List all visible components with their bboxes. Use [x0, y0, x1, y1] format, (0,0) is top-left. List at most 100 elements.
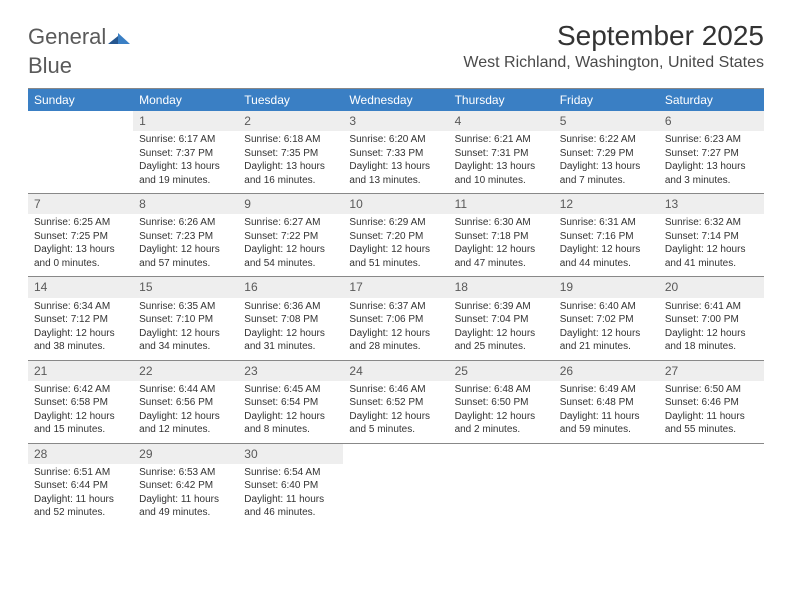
- sunset-line: Sunset: 7:20 PM: [349, 230, 442, 244]
- date-number: 1: [133, 111, 238, 131]
- sunrise-line: Sunrise: 6:32 AM: [665, 216, 758, 230]
- date-number: 16: [238, 277, 343, 297]
- cell-body: Sunrise: 6:41 AMSunset: 7:00 PMDaylight:…: [659, 300, 764, 354]
- daylight-line: Daylight: 13 hours and 7 minutes.: [560, 160, 653, 187]
- daylight-line: Daylight: 13 hours and 19 minutes.: [139, 160, 232, 187]
- calendar-cell: 18Sunrise: 6:39 AMSunset: 7:04 PMDayligh…: [449, 277, 554, 359]
- sunrise-line: Sunrise: 6:41 AM: [665, 300, 758, 314]
- daylight-line: Daylight: 13 hours and 16 minutes.: [244, 160, 337, 187]
- sunset-line: Sunset: 7:00 PM: [665, 313, 758, 327]
- daylight-line: Daylight: 13 hours and 0 minutes.: [34, 243, 127, 270]
- sunrise-line: Sunrise: 6:51 AM: [34, 466, 127, 480]
- week-row: 21Sunrise: 6:42 AMSunset: 6:58 PMDayligh…: [28, 361, 764, 444]
- daylight-line: Daylight: 12 hours and 25 minutes.: [455, 327, 548, 354]
- date-number: 10: [343, 194, 448, 214]
- cell-body: Sunrise: 6:46 AMSunset: 6:52 PMDaylight:…: [343, 383, 448, 437]
- day-header-sat: Saturday: [659, 89, 764, 111]
- sunset-line: Sunset: 6:44 PM: [34, 479, 127, 493]
- sunset-line: Sunset: 6:56 PM: [139, 396, 232, 410]
- calendar-cell: [449, 444, 554, 526]
- cell-body: Sunrise: 6:32 AMSunset: 7:14 PMDaylight:…: [659, 216, 764, 270]
- daylight-line: Daylight: 12 hours and 8 minutes.: [244, 410, 337, 437]
- sunset-line: Sunset: 7:33 PM: [349, 147, 442, 161]
- date-number: 29: [133, 444, 238, 464]
- sunrise-line: Sunrise: 6:49 AM: [560, 383, 653, 397]
- sunrise-line: Sunrise: 6:54 AM: [244, 466, 337, 480]
- daylight-line: Daylight: 13 hours and 3 minutes.: [665, 160, 758, 187]
- day-header-tue: Tuesday: [238, 89, 343, 111]
- calendar-cell: 22Sunrise: 6:44 AMSunset: 6:56 PMDayligh…: [133, 361, 238, 443]
- calendar-cell: 25Sunrise: 6:48 AMSunset: 6:50 PMDayligh…: [449, 361, 554, 443]
- cell-body: Sunrise: 6:53 AMSunset: 6:42 PMDaylight:…: [133, 466, 238, 520]
- date-number: 13: [659, 194, 764, 214]
- flag-icon: [108, 30, 130, 49]
- cell-body: Sunrise: 6:20 AMSunset: 7:33 PMDaylight:…: [343, 133, 448, 187]
- sunrise-line: Sunrise: 6:45 AM: [244, 383, 337, 397]
- sunset-line: Sunset: 7:18 PM: [455, 230, 548, 244]
- daylight-line: Daylight: 12 hours and 44 minutes.: [560, 243, 653, 270]
- date-number: 7: [28, 194, 133, 214]
- day-header-thu: Thursday: [449, 89, 554, 111]
- sunset-line: Sunset: 7:10 PM: [139, 313, 232, 327]
- title-block: September 2025 West Richland, Washington…: [463, 20, 764, 72]
- sunrise-line: Sunrise: 6:50 AM: [665, 383, 758, 397]
- date-number: 14: [28, 277, 133, 297]
- calendar-cell: 7Sunrise: 6:25 AMSunset: 7:25 PMDaylight…: [28, 194, 133, 276]
- calendar-cell: 2Sunrise: 6:18 AMSunset: 7:35 PMDaylight…: [238, 111, 343, 193]
- daylight-line: Daylight: 12 hours and 15 minutes.: [34, 410, 127, 437]
- daylight-line: Daylight: 11 hours and 46 minutes.: [244, 493, 337, 520]
- day-header-mon: Monday: [133, 89, 238, 111]
- date-number: 20: [659, 277, 764, 297]
- daylight-line: Daylight: 11 hours and 59 minutes.: [560, 410, 653, 437]
- header: General Blue September 2025 West Richlan…: [28, 20, 764, 78]
- cell-body: Sunrise: 6:29 AMSunset: 7:20 PMDaylight:…: [343, 216, 448, 270]
- cell-body: Sunrise: 6:34 AMSunset: 7:12 PMDaylight:…: [28, 300, 133, 354]
- sunset-line: Sunset: 6:50 PM: [455, 396, 548, 410]
- calendar-cell: 28Sunrise: 6:51 AMSunset: 6:44 PMDayligh…: [28, 444, 133, 526]
- week-row: 14 Sunrise: 6:34 AMSunset: 7:12 PMDayligh…: [28, 277, 764, 360]
- cell-body: Sunrise: 6:21 AMSunset: 7:31 PMDaylight:…: [449, 133, 554, 187]
- date-number: 27: [659, 361, 764, 381]
- calendar-cell: 11Sunrise: 6:30 AMSunset: 7:18 PMDayligh…: [449, 194, 554, 276]
- sunset-line: Sunset: 7:27 PM: [665, 147, 758, 161]
- calendar-cell: 27Sunrise: 6:50 AMSunset: 6:46 PMDayligh…: [659, 361, 764, 443]
- week-row: 7Sunrise: 6:25 AMSunset: 7:25 PMDaylight…: [28, 194, 764, 277]
- date-number: 11: [449, 194, 554, 214]
- sunset-line: Sunset: 7:14 PM: [665, 230, 758, 244]
- day-header-fri: Friday: [554, 89, 659, 111]
- logo-blue: Blue: [28, 53, 72, 78]
- calendar-cell: 6 Sunrise: 6:23 AMSunset: 7:27 PMDaylight…: [659, 111, 764, 193]
- sunset-line: Sunset: 7:16 PM: [560, 230, 653, 244]
- date-number: 6: [659, 111, 764, 131]
- sunset-line: Sunset: 7:02 PM: [560, 313, 653, 327]
- date-number: 17: [343, 277, 448, 297]
- sunrise-line: Sunrise: 6:48 AM: [455, 383, 548, 397]
- cell-body: Sunrise: 6:22 AMSunset: 7:29 PMDaylight:…: [554, 133, 659, 187]
- calendar-cell: 26Sunrise: 6:49 AMSunset: 6:48 PMDayligh…: [554, 361, 659, 443]
- sunrise-line: Sunrise: 6:23 AM: [665, 133, 758, 147]
- date-number: 9: [238, 194, 343, 214]
- calendar-page: General Blue September 2025 West Richlan…: [0, 0, 792, 536]
- sunset-line: Sunset: 7:04 PM: [455, 313, 548, 327]
- daylight-line: Daylight: 13 hours and 10 minutes.: [455, 160, 548, 187]
- sunset-line: Sunset: 7:06 PM: [349, 313, 442, 327]
- sunrise-line: Sunrise: 6:53 AM: [139, 466, 232, 480]
- cell-body: Sunrise: 6:27 AMSunset: 7:22 PMDaylight:…: [238, 216, 343, 270]
- logo: General Blue: [28, 20, 130, 78]
- cell-body: Sunrise: 6:48 AMSunset: 6:50 PMDaylight:…: [449, 383, 554, 437]
- daylight-line: Daylight: 12 hours and 38 minutes.: [34, 327, 127, 354]
- cell-body: Sunrise: 6:45 AMSunset: 6:54 PMDaylight:…: [238, 383, 343, 437]
- sunrise-line: Sunrise: 6:27 AM: [244, 216, 337, 230]
- sunset-line: Sunset: 7:12 PM: [34, 313, 127, 327]
- cell-body: Sunrise: 6:51 AMSunset: 6:44 PMDaylight:…: [28, 466, 133, 520]
- calendar: Sunday Monday Tuesday Wednesday Thursday…: [28, 88, 764, 526]
- daylight-line: Daylight: 11 hours and 52 minutes.: [34, 493, 127, 520]
- sunset-line: Sunset: 7:35 PM: [244, 147, 337, 161]
- cell-body: Sunrise: 6:25 AMSunset: 7:25 PMDaylight:…: [28, 216, 133, 270]
- sunset-line: Sunset: 7:29 PM: [560, 147, 653, 161]
- sunrise-line: Sunrise: 6:20 AM: [349, 133, 442, 147]
- daylight-line: Daylight: 12 hours and 41 minutes.: [665, 243, 758, 270]
- calendar-cell: 20 Sunrise: 6:41 AMSunset: 7:00 PMDayligh…: [659, 277, 764, 359]
- day-header-sun: Sunday: [28, 89, 133, 111]
- sunset-line: Sunset: 6:40 PM: [244, 479, 337, 493]
